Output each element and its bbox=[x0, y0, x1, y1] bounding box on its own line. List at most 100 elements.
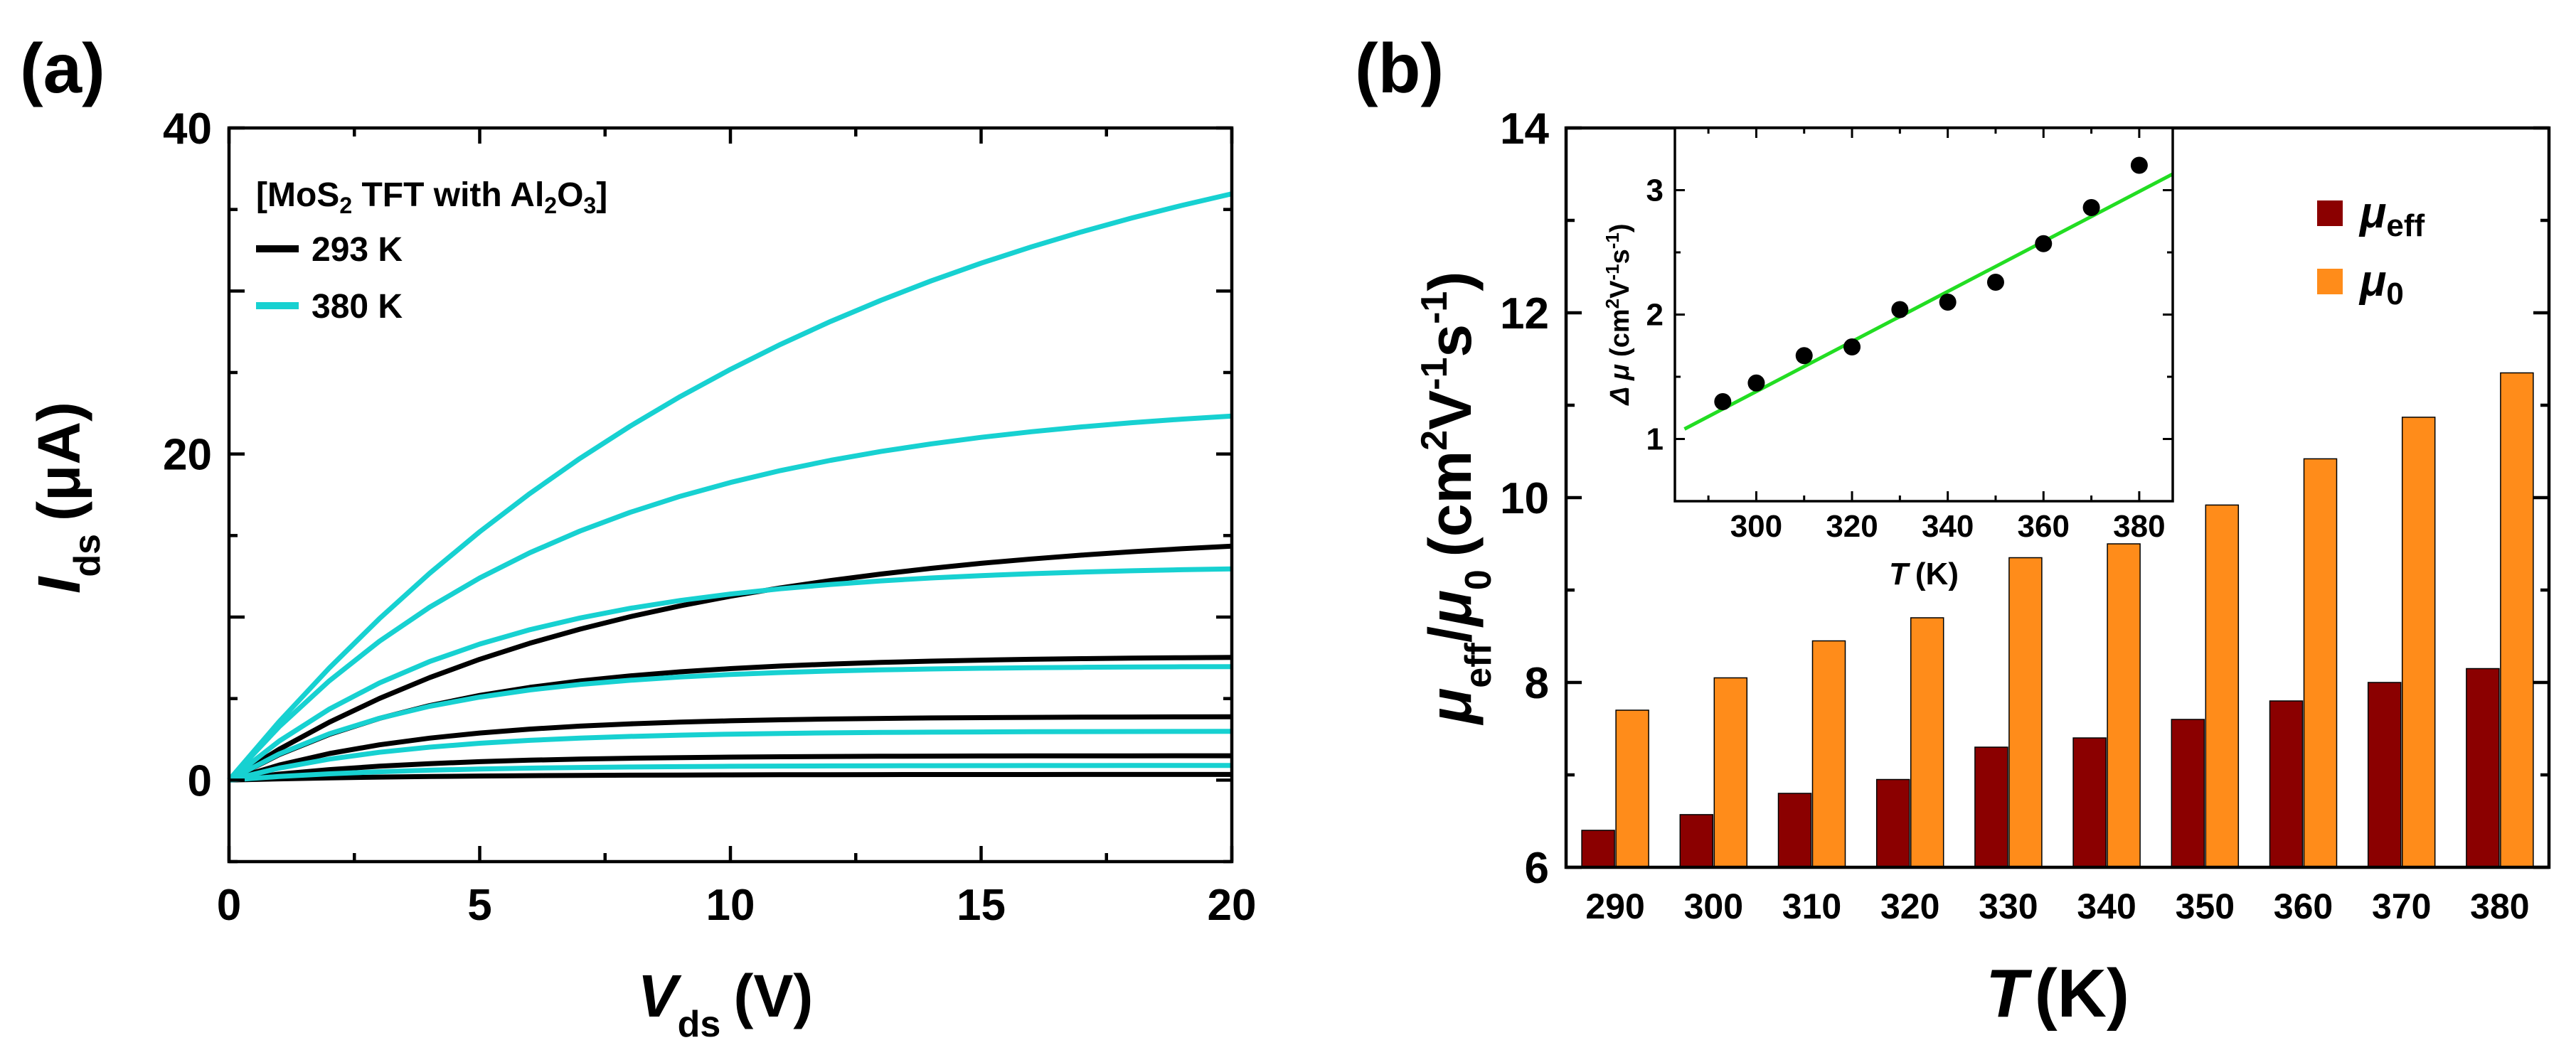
series-line-380k-10 bbox=[228, 763, 1232, 783]
y-axis-sup: -1 bbox=[1414, 291, 1455, 324]
panel-b-bars bbox=[1581, 372, 2534, 868]
inset-point-300 bbox=[1747, 374, 1765, 392]
legend-title-subscript: 2 bbox=[544, 193, 557, 218]
y-axis-sup: 2 bbox=[1414, 430, 1455, 451]
inset-y-unit: V bbox=[1605, 280, 1635, 299]
bar-mu-eff-300 bbox=[1679, 814, 1714, 868]
bar-mu-eff-350 bbox=[2171, 719, 2205, 868]
x-axis-unit: (K) bbox=[2035, 955, 2129, 1032]
y-axis-mu: μ bbox=[1417, 688, 1484, 726]
inset-background bbox=[1675, 128, 2173, 501]
legend-title: [MoS2 TFT with Al2O3] bbox=[256, 176, 607, 218]
x-axis-unit: (V) bbox=[733, 963, 813, 1029]
series-line-293k-3 bbox=[228, 753, 1232, 783]
bar-mu-0-370 bbox=[2401, 417, 2436, 868]
inset-y-symbol: Δ μ bbox=[1605, 364, 1635, 407]
panel-a-series-lines bbox=[227, 191, 1233, 783]
x-tick-label: 320 bbox=[1880, 886, 1939, 926]
bar-mu-0-380 bbox=[2500, 372, 2534, 868]
bar-mu-eff-310 bbox=[1777, 793, 1812, 868]
panel-a-legend: [MoS2 TFT with Al2O3] 293 K 380 K bbox=[256, 176, 607, 326]
legend-swatch-mu-eff bbox=[2317, 200, 2343, 226]
inset-y-axis-label: Δ μ(cm2V-1s-1) bbox=[1602, 223, 1635, 406]
y-axis-unit: (cm bbox=[1417, 451, 1484, 557]
legend-mu-symbol: μ bbox=[2358, 257, 2386, 306]
panel-a-ticks: 0 5 10 15 20 0 20 40 bbox=[163, 105, 1256, 930]
legend-title-subscript: 3 bbox=[583, 193, 596, 218]
series-line-380k-7 bbox=[227, 566, 1233, 783]
legend-mu-subscript: 0 bbox=[2386, 277, 2403, 311]
x-axis-subscript: ds bbox=[678, 1004, 721, 1045]
y-axis-slash: / bbox=[1417, 626, 1484, 643]
inset-x-tick-label: 300 bbox=[1730, 509, 1782, 544]
y-tick-label: 40 bbox=[163, 105, 212, 154]
x-tick-label: 330 bbox=[1979, 886, 2038, 926]
inset-y-tick-label: 3 bbox=[1646, 173, 1664, 208]
x-tick-label: 380 bbox=[2470, 886, 2529, 926]
bar-mu-eff-320 bbox=[1875, 778, 1910, 868]
legend-label-mu-eff: μeff bbox=[2358, 188, 2425, 243]
x-axis-symbol: T bbox=[1986, 955, 2033, 1032]
legend-mu-subscript: eff bbox=[2386, 208, 2425, 243]
y-axis-sup: -1 bbox=[1414, 358, 1455, 390]
legend-label-293k: 293 K bbox=[312, 231, 403, 269]
bar-mu-0-320 bbox=[1910, 617, 1944, 868]
inset-y-sup: 2 bbox=[1602, 299, 1623, 309]
series-line-380k-5 bbox=[227, 191, 1233, 782]
legend-label-mu-0: μ0 bbox=[2358, 257, 2404, 311]
y-axis-unit: (μA) bbox=[26, 402, 92, 521]
series-line-293k-4 bbox=[228, 771, 1232, 783]
series-line-380k-6 bbox=[227, 413, 1233, 782]
panel-a-y-axis-label: Ids (μA) bbox=[26, 402, 108, 594]
inset-x-tick-label: 340 bbox=[1922, 509, 1974, 544]
x-tick-label: 300 bbox=[1684, 886, 1743, 926]
legend-title-subscript: 2 bbox=[339, 193, 352, 218]
y-tick-label: 12 bbox=[1500, 289, 1549, 338]
inset-x-tick-label: 320 bbox=[1826, 509, 1878, 544]
panel-b-legend: μeff μ0 bbox=[2317, 188, 2425, 311]
inset-x-tick-label: 380 bbox=[2113, 509, 2165, 544]
x-tick-label: 10 bbox=[706, 881, 755, 930]
inset-point-350 bbox=[1986, 274, 2004, 291]
inset-y-tick-label: 1 bbox=[1646, 422, 1664, 457]
x-tick-label: 15 bbox=[957, 881, 1006, 930]
x-tick-label: 370 bbox=[2372, 886, 2431, 926]
legend-label-380k: 380 K bbox=[312, 288, 403, 326]
y-axis-unit: V bbox=[1417, 390, 1484, 430]
inset-ticks: 300 320 340 360 380 1 2 3 bbox=[1646, 127, 2173, 544]
inset-x-axis-label: T (K) bbox=[1889, 557, 1959, 591]
bar-mu-eff-330 bbox=[1974, 746, 2008, 868]
y-tick-label: 14 bbox=[1500, 105, 1549, 154]
panel-b-x-axis-label: T (K) bbox=[1986, 955, 2129, 1032]
legend-title-part: TFT with Al bbox=[352, 176, 544, 214]
panel-b: (b) 290 300 310 320 330 340 350 360 370 380681012… bbox=[1355, 29, 2551, 1032]
y-tick-label: 6 bbox=[1525, 844, 1549, 893]
y-tick-label: 10 bbox=[1500, 474, 1549, 523]
bar-mu-0-290 bbox=[1615, 709, 1649, 868]
inset-y-sup: -1 bbox=[1602, 232, 1623, 249]
inset-point-340 bbox=[1939, 294, 1957, 311]
legend-title-part: [MoS bbox=[256, 176, 339, 214]
series-line-293k-2 bbox=[228, 714, 1233, 783]
y-axis-subscript: eff bbox=[1458, 642, 1499, 687]
x-tick-label: 0 bbox=[217, 881, 241, 930]
inset-point-310 bbox=[1795, 347, 1813, 365]
inset-y-unit: (cm bbox=[1605, 309, 1635, 357]
x-tick-label: 290 bbox=[1585, 886, 1644, 926]
y-axis-subscript: 0 bbox=[1458, 569, 1499, 590]
panel-b-y-axis-label: μeff/μ0(cm2V-1s-1) bbox=[1414, 272, 1499, 726]
legend-title-part: O bbox=[557, 176, 583, 214]
bar-mu-0-340 bbox=[2107, 543, 2141, 868]
series-line-380k-9 bbox=[228, 729, 1233, 783]
y-axis-symbol: I bbox=[26, 576, 92, 594]
bar-mu-eff-290 bbox=[1581, 830, 1615, 868]
inset-point-320 bbox=[1843, 338, 1861, 355]
bar-mu-0-300 bbox=[1713, 677, 1748, 868]
inset-point-370 bbox=[2082, 199, 2100, 216]
x-tick-label: 20 bbox=[1208, 881, 1257, 930]
inset-point-293 bbox=[1714, 393, 1732, 410]
inset-y-unit: ) bbox=[1605, 223, 1635, 232]
series-line-380k-8 bbox=[228, 664, 1233, 783]
panel-a: (a) 0 5 10 15 20 0 20 40 [MoS2 TFT with Al2O3] … bbox=[20, 29, 1256, 1045]
